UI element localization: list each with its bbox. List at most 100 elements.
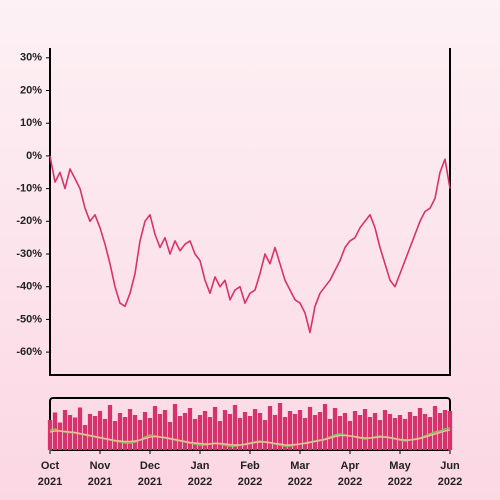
x-tick-label: Apr 2022 [338,460,362,488]
volume-bar [432,406,438,450]
volume-bar [202,411,208,450]
volume-bar [262,420,268,450]
volume-bar [422,414,428,450]
volume-bar [292,414,298,450]
volume-bar [307,407,313,450]
volume-bar [192,419,198,450]
volume-bar [297,410,303,450]
volume-bar [92,416,98,450]
volume-bar [327,419,333,450]
x-tick-label-line: Nov [90,460,112,472]
volume-bar [442,410,448,450]
volume-bar [62,410,68,450]
volume-bar [252,409,258,450]
volume-bar [57,422,63,450]
volume-bar [267,406,273,450]
volume-bar [342,413,348,450]
volume-bar [287,411,293,450]
volume-bar [382,410,388,450]
x-tick-label-line: 2021 [38,476,62,488]
volume-bar [127,409,133,450]
x-tick-label: Feb 2022 [238,460,262,488]
y-tick-label: 30% [20,52,42,64]
volume-bar [302,418,308,450]
volume-bar [167,422,173,450]
price-line [49,155,451,334]
volume-bar [412,416,418,450]
y-tick-label: 10% [20,117,42,129]
volume-bar [237,418,243,450]
volume-bar [282,417,288,450]
x-tick-label-line: Apr [341,460,361,472]
volume-bar [377,420,383,450]
x-tick-label-line: Jun [440,460,460,472]
y-tick-label: -40% [16,281,42,293]
volume-bar [352,411,358,450]
volume-bar [407,412,413,450]
volume-bar [147,418,153,450]
volume-bar [162,410,168,450]
x-tick-label: Dec 2021 [138,460,162,488]
volume-bar [372,413,378,450]
x-tick-label-line: Feb [240,460,260,472]
volume-bar [317,412,323,450]
volume-bar [417,408,423,450]
volume-bar [227,414,233,450]
volume-bar [197,415,203,450]
volume-bar [392,418,398,450]
volume-bar [387,414,393,450]
volume-bar [222,410,228,450]
volume-bar [357,415,363,450]
x-tick-label-line: Oct [41,460,60,472]
volume-bar [77,407,83,450]
y-tick-label: -60% [16,346,42,358]
volume-bar [132,415,138,450]
volume-bar [87,414,93,450]
volume-bar [117,413,123,450]
volume-bar [362,409,368,450]
volume-bar [257,413,263,450]
main-axes [49,48,451,376]
x-tick-label-line: 2022 [288,476,312,488]
x-tick-label-line: 2022 [238,476,262,488]
volume-bar [157,414,163,450]
x-tick-label: Jan 2022 [188,460,212,488]
volume-bar [232,405,238,450]
volume-bar [177,416,183,450]
volume-bar [122,417,128,450]
volume-bar [82,425,88,450]
volume-bar [47,420,53,450]
y-tick-label: -30% [16,248,42,260]
volume-bar [137,420,143,450]
volume-bar [242,412,248,450]
volume-bar [332,408,338,450]
volume-bar [207,417,213,450]
moving-average [49,429,451,446]
y-tick-label: 20% [20,84,42,96]
x-tick-label-line: 2022 [388,476,412,488]
volume-bar [312,415,318,450]
volume-bar [337,416,343,450]
x-tick-label-line: Jan [191,460,210,472]
volume-bar [142,412,148,450]
x-tick-label: Oct 2021 [38,460,62,488]
volume-bar [112,421,118,450]
y-tick-label: 0% [26,150,42,162]
volume-bar [247,416,253,450]
volume-bar [102,419,108,450]
x-tick-label-line: Dec [140,460,160,472]
volume-bar [402,419,408,450]
volume-bar [97,411,103,450]
volume-bar [397,415,403,450]
volume-bar [217,421,223,450]
x-tick-label: Jun 2022 [438,460,462,488]
volume-bar [187,408,193,450]
volume-bar [152,406,158,450]
volume-bar [212,407,218,450]
x-tick-label: May 2022 [388,460,412,488]
x-tick-label-line: 2022 [338,476,362,488]
x-tick-label-line: Mar [290,460,310,472]
volume-bar [107,405,113,450]
x-tick-label-line: 2022 [438,476,462,488]
